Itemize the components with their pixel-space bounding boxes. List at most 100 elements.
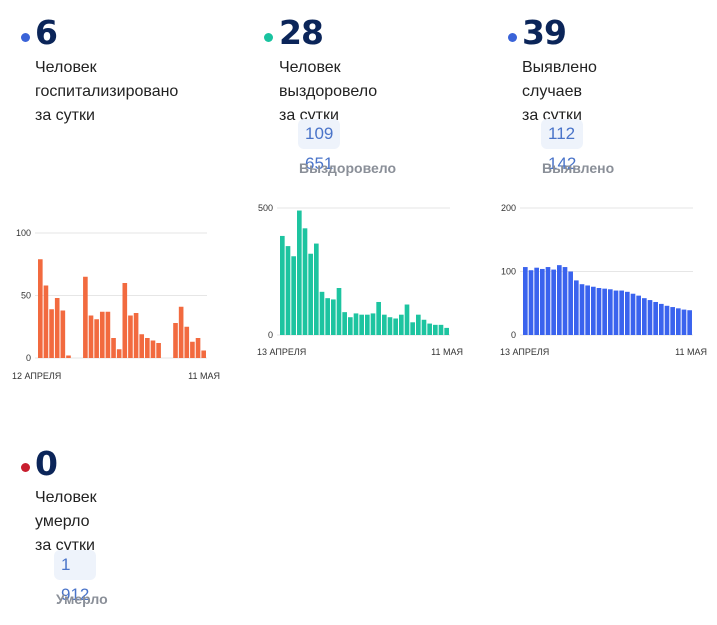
y-tick-label: 500: [258, 203, 273, 213]
bar: [319, 291, 325, 335]
bar: [427, 323, 432, 335]
bar: [568, 271, 573, 335]
bar: [66, 355, 71, 358]
detected-total-label: Выявлено: [542, 160, 615, 176]
bar: [687, 310, 692, 335]
bar: [562, 267, 568, 335]
recovered-value: 28: [279, 13, 324, 52]
desc-line: за сутки: [35, 537, 95, 554]
bar: [523, 267, 528, 335]
bar: [540, 268, 545, 335]
bar: [642, 298, 647, 335]
bar: [105, 311, 111, 358]
bar: [43, 285, 49, 358]
bar: [399, 314, 404, 335]
bar: [88, 315, 94, 358]
bar: [195, 338, 201, 358]
y-tick-label: 0: [26, 353, 31, 363]
detected-total-badge: 112 142: [541, 119, 584, 173]
x-start-label: 12 АПРЕЛЯ: [12, 371, 61, 381]
bar: [370, 313, 376, 335]
recovered-description: Человек выздоровело за сутки: [279, 56, 377, 128]
desc-line: Человек выздоровело: [279, 59, 378, 100]
bar: [444, 327, 449, 335]
y-tick-label: 100: [501, 267, 516, 277]
y-tick-label: 50: [21, 291, 31, 301]
y-tick-label: 100: [16, 228, 31, 238]
bar: [297, 210, 302, 335]
bar: [116, 349, 122, 358]
bar: [342, 312, 347, 335]
bar: [676, 308, 681, 335]
bar: [325, 298, 330, 335]
bar: [336, 288, 342, 335]
bar: [433, 324, 438, 335]
bar: [528, 270, 534, 335]
bar: [376, 301, 381, 335]
detected-bar-chart: 0 100 200 13 АПРЕЛЯ 11 МАЯ: [500, 203, 707, 357]
bar: [184, 326, 190, 358]
died-value: 0: [35, 444, 58, 483]
bar: [625, 291, 630, 335]
bar: [331, 299, 336, 335]
bar: [145, 338, 150, 358]
desc-line: госпитализировано: [35, 83, 179, 100]
bar: [308, 253, 313, 335]
y-tick-label: 200: [501, 203, 516, 213]
bar: [353, 313, 359, 335]
bar: [302, 228, 308, 335]
bar: [551, 269, 556, 335]
bar: [38, 259, 43, 358]
status-dot: [264, 33, 273, 42]
bar: [365, 314, 370, 335]
bar: [393, 318, 398, 335]
bar: [49, 309, 54, 358]
bar: [190, 341, 195, 358]
bar: [178, 306, 184, 358]
bar: [122, 283, 128, 358]
y-tick-label: 0: [511, 330, 516, 340]
bar: [534, 267, 539, 335]
desc-line: за сутки: [35, 107, 95, 124]
bar: [636, 295, 641, 335]
bar: [404, 304, 410, 335]
recovered-total-label: Выздоровело: [299, 160, 397, 176]
bar: [608, 289, 613, 335]
bar: [670, 307, 675, 335]
bar: [60, 310, 66, 358]
bar: [382, 314, 387, 335]
y-tick-label: 0: [268, 330, 273, 340]
bar: [201, 350, 206, 358]
recovered-total-badge: 109 651: [298, 119, 341, 173]
bar: [359, 314, 364, 335]
bar: [133, 313, 139, 358]
bar: [314, 243, 319, 335]
bar: [659, 303, 664, 335]
x-end-label: 11 МАЯ: [431, 347, 463, 357]
detected-description: Выявлено случаев за сутки: [522, 56, 597, 128]
bar: [416, 314, 421, 335]
bar: [574, 280, 579, 335]
bar: [139, 334, 145, 358]
bar: [602, 288, 607, 335]
bar: [591, 286, 596, 335]
died-total-badge: 1 912: [54, 550, 97, 604]
bar: [596, 288, 602, 335]
x-start-label: 13 АПРЕЛЯ: [257, 347, 306, 357]
bar: [280, 235, 285, 335]
bar: [410, 322, 415, 335]
recovered-bar-chart: 0 500 13 АПРЕЛЯ 11 МАЯ: [257, 203, 463, 357]
bar: [557, 265, 562, 335]
bar: [348, 317, 353, 335]
bar: [94, 319, 99, 358]
desc-line: Человек умерло: [35, 489, 97, 530]
bar: [613, 290, 619, 335]
died-total-label: Умерло: [56, 591, 108, 607]
status-dot: [508, 33, 517, 42]
desc-line: Человек: [35, 59, 97, 76]
bar: [83, 276, 88, 358]
hospitalized-value: 6: [35, 13, 58, 52]
bar: [664, 305, 670, 335]
bar: [653, 301, 658, 335]
desc-line: Выявлено случаев: [522, 59, 597, 100]
